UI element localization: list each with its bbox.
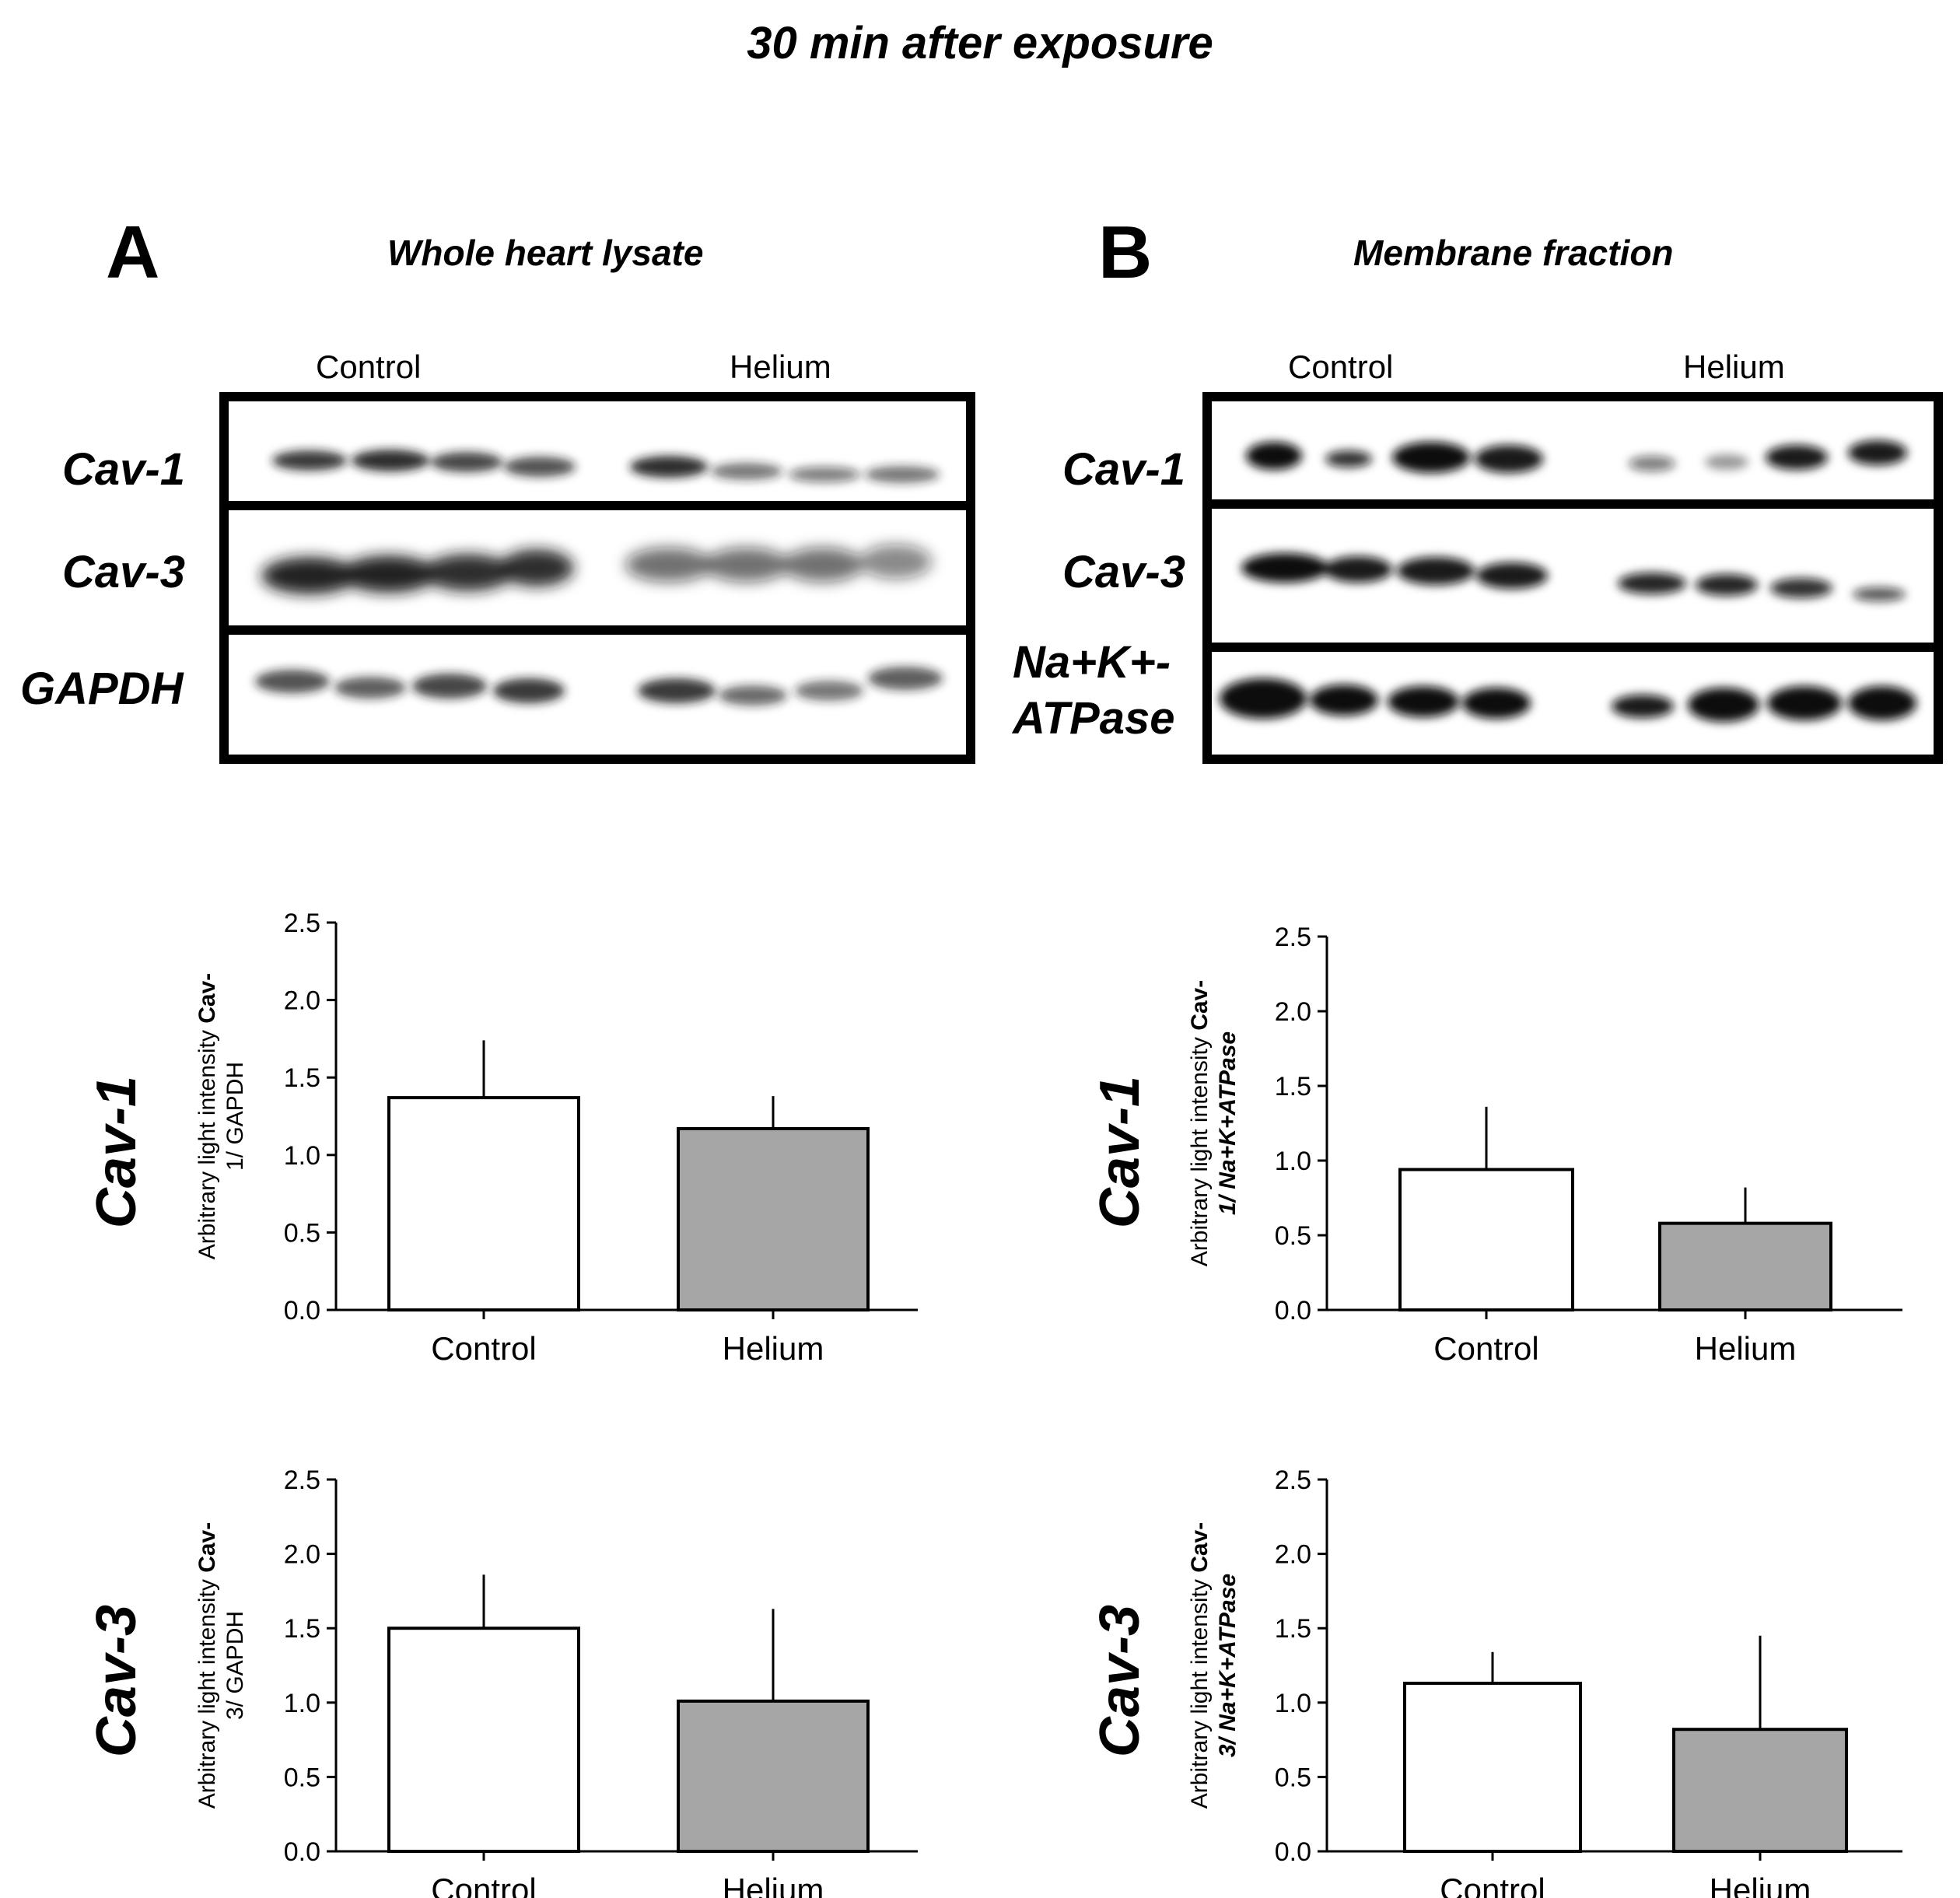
chart-b-cav-3-y-tick-label: 0.5 bbox=[1275, 1763, 1311, 1792]
chart-a-cav-1-y-tick-label: 1.5 bbox=[284, 1063, 320, 1093]
chart-a-cav-1-y-tick-label: 2.5 bbox=[284, 909, 320, 938]
chart-a-cav-1-category-label: Control bbox=[431, 1330, 536, 1367]
chart-b-cav-1-category-label: Control bbox=[1433, 1330, 1538, 1367]
chart-a-cav-3-y-label: Arbitrary light intensity Cav-3/ GAPDH bbox=[194, 1522, 248, 1809]
chart-b-cav-1: 0.0 0.5 1.0 1.5 2.0 2.5 Control Helium Arbitrary… bbox=[1187, 923, 1902, 1367]
chart-b-cav-1-bar-control bbox=[1398, 1168, 1574, 1312]
chart-b-cav-3-y-tick-label: 0.0 bbox=[1275, 1837, 1311, 1867]
panel-b-lane-control: Control bbox=[1288, 348, 1394, 385]
chart-b-cav-3-y-label-line2: 3/ Na+K+ATPase bbox=[1215, 1574, 1241, 1757]
blot-a-frame bbox=[219, 392, 975, 764]
chart-b-cav-3-y-tick-label: 1.5 bbox=[1275, 1614, 1311, 1644]
chart-b-cav-3: 0.0 0.5 1.0 1.5 2.0 2.5 Control Helium Arbitrary… bbox=[1187, 1466, 1902, 1898]
chart-a-cav-3-y-label-plain: Arbitrary light intensity bbox=[194, 1573, 220, 1809]
blot-a-bands-gapdh bbox=[255, 667, 943, 706]
western-blot-images bbox=[219, 392, 1943, 764]
blot-a-label-gapdh: GAPDH bbox=[20, 664, 184, 714]
blot-b-bands-cav1 bbox=[1246, 440, 1907, 473]
chart-b-cav-1-y-label-bold: Cav- bbox=[1187, 980, 1213, 1031]
chart-a-cav-1-y-label-bold: Cav- bbox=[194, 973, 220, 1024]
chart-b-cav-3-y-label-bold: Cav- bbox=[1187, 1522, 1213, 1573]
blot-b-label-atpase: ATPase bbox=[1013, 693, 1175, 744]
chart-b-cav-3-y-tick-label: 1.0 bbox=[1275, 1689, 1311, 1718]
panel-a-lane-control: Control bbox=[316, 348, 422, 385]
chart-a-cav-1-bar-helium bbox=[677, 1126, 870, 1312]
blot-a-bands-cav3 bbox=[261, 545, 932, 594]
chart-a-cav-3-category-label: Helium bbox=[723, 1872, 824, 1898]
chart-b-cav-1-bar-helium bbox=[1658, 1221, 1832, 1312]
chart-b-cav-3-y-label-line1: Arbitrary light intensity Cav- bbox=[1187, 1522, 1213, 1809]
chart-a-cav-1-bar-control bbox=[387, 1096, 580, 1311]
chart-a-cav-1-y-tick-label: 0.0 bbox=[284, 1296, 320, 1325]
panel-b-subtitle: Membrane fraction bbox=[1353, 233, 1674, 273]
chart-b-cav-1-y-tick-label: 1.0 bbox=[1275, 1147, 1311, 1176]
blot-b-label-nak: Na+K+- bbox=[1013, 637, 1171, 688]
blot-b-label-cav1: Cav-1 bbox=[1062, 444, 1185, 495]
panel-b-lane-helium: Helium bbox=[1683, 348, 1785, 385]
chart-a-cav-3-y-label-bold: Cav- bbox=[194, 1522, 220, 1573]
blot-a-label-cav3: Cav-3 bbox=[62, 547, 185, 597]
blot-a-bands-cav1 bbox=[272, 450, 940, 483]
chart-a-cav-1-y-tick-label: 1.0 bbox=[284, 1141, 320, 1171]
chart-a-cav-3-y-tick-label: 0.5 bbox=[284, 1763, 320, 1792]
chart-a-cav-3-y-tick-label: 0.0 bbox=[284, 1837, 320, 1867]
chart-b-cav-1-y-label-line2: 1/ Na+K+ATPase bbox=[1215, 1031, 1241, 1215]
chart-b-cav-1-y-tick-label: 2.5 bbox=[1275, 923, 1311, 952]
chart-b-cav-1-y-label-line1: Arbitrary light intensity Cav- bbox=[1187, 980, 1213, 1266]
chart-a-cav-3-y-tick-label: 1.0 bbox=[284, 1689, 320, 1718]
chart-a-cav-1-y-label: Arbitrary light intensity Cav-1/ GAPDH bbox=[194, 973, 248, 1259]
chart-a-cav-1: 0.0 0.5 1.0 1.5 2.0 2.5 Control Helium Arbitrary… bbox=[194, 909, 918, 1367]
chart-a-cav-3-y-label-line2: 3/ GAPDH bbox=[222, 1611, 248, 1720]
chart-b-cav-1-y-tick-label: 0.5 bbox=[1275, 1221, 1311, 1251]
blot-b-bands-cav3 bbox=[1241, 553, 1906, 601]
chart-b-cav-1-y-label-plain: Arbitrary light intensity bbox=[1187, 1031, 1213, 1266]
blot-b-bands-nak bbox=[1220, 678, 1916, 722]
chart-a-cav-3-y-label-line1: Arbitrary light intensity Cav- bbox=[194, 1522, 220, 1809]
chart-a-cav-3-y-tick-label: 2.0 bbox=[284, 1540, 320, 1570]
panel-b-letter: B bbox=[1098, 211, 1153, 294]
figure-title: 30 min after exposure bbox=[747, 18, 1213, 68]
chart-a-cav-1-y-tick-label: 0.5 bbox=[284, 1218, 320, 1248]
chart-b-cav-1-y-tick-label: 2.0 bbox=[1275, 997, 1311, 1027]
blot-a-label-cav1: Cav-1 bbox=[62, 444, 185, 495]
chart-a-cav-3-category-label: Control bbox=[431, 1872, 536, 1898]
chart-a-cav-1-y-label-line1: Arbitrary light intensity Cav- bbox=[194, 973, 220, 1259]
panel-a-lane-helium: Helium bbox=[730, 348, 831, 385]
chart-b-cav-3-y-tick-label: 2.0 bbox=[1275, 1540, 1311, 1570]
chart-a-cav-3-y-tick-label: 2.5 bbox=[284, 1466, 320, 1495]
chart-a-cav-1-y-label-plain: Arbitrary light intensity bbox=[194, 1024, 220, 1259]
chart-b-cav-1-category-label: Helium bbox=[1695, 1330, 1797, 1367]
chart-b-cav-1-y-label: Arbitrary light intensity Cav-1/ Na+K+AT… bbox=[1187, 980, 1241, 1266]
panel-a-letter: A bbox=[106, 211, 160, 294]
blot-b-frame bbox=[1202, 392, 1943, 764]
chart-a-cav-3-bar-helium bbox=[677, 1699, 870, 1853]
chart-a-cav-1-category-label: Helium bbox=[723, 1330, 824, 1367]
panel-a-subtitle: Whole heart lysate bbox=[387, 233, 704, 273]
chart-b-cav-1-y-tick-label: 0.0 bbox=[1275, 1296, 1311, 1325]
chart-b-cav-3-bar-control bbox=[1403, 1681, 1582, 1854]
chart-b-cav-3-bar-helium bbox=[1672, 1728, 1848, 1854]
chart-a-cav-3-y-tick-label: 1.5 bbox=[284, 1614, 320, 1644]
chart-b-cav-3-y-tick-label: 2.5 bbox=[1275, 1466, 1311, 1495]
chart-a-cav-3-bar-control bbox=[387, 1627, 580, 1853]
chart-a-cav-1-y-label-line2: 1/ GAPDH bbox=[222, 1062, 248, 1171]
chart-b-cav-1-y-tick-label: 1.5 bbox=[1275, 1072, 1311, 1101]
chart-b-cav-3-y-label-plain: Arbitrary light intensity bbox=[1187, 1573, 1213, 1809]
chart-b-cav-3-category-label: Helium bbox=[1710, 1872, 1811, 1898]
chart-a-cav-3: 0.0 0.5 1.0 1.5 2.0 2.5 Control Helium Arbitrary… bbox=[194, 1466, 918, 1898]
blot-b-label-cav3: Cav-3 bbox=[1062, 547, 1185, 597]
chart-b-cav-3-y-label: Arbitrary light intensity Cav-3/ Na+K+AT… bbox=[1187, 1522, 1241, 1809]
chart-b-cav-3-category-label: Control bbox=[1440, 1872, 1545, 1898]
chart-a-cav-1-y-tick-label: 2.0 bbox=[284, 986, 320, 1016]
